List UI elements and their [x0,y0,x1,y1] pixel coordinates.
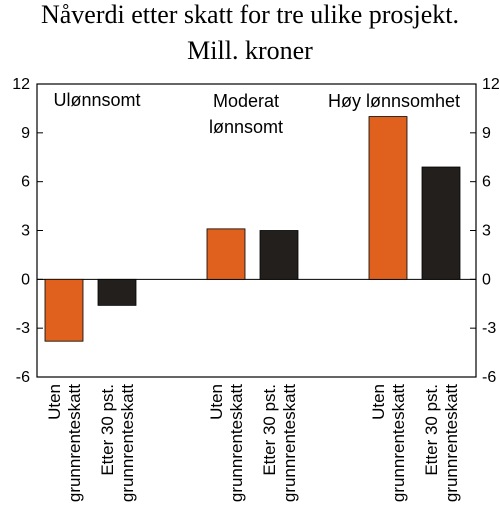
x-category-label: grunnrenteskatt [227,384,246,502]
x-category-label: Etter 30 pst. [260,384,279,476]
bar-uten-grunnrenteskatt [206,228,246,280]
x-category-label: Etter 30 pst. [98,384,117,476]
x-category-label: grunnrenteskatt [442,384,461,502]
y-tick-label-right: 6 [482,174,491,191]
y-tick-label-right: 12 [482,76,500,93]
y-tick-label-left: 3 [21,223,30,240]
chart-title-line-1: Nåverdi etter skatt for tre ulike prosje… [40,0,460,29]
x-category-label: Uten [45,384,64,420]
bar-etter-30-pst-grunnrenteskatt [259,230,299,280]
y-tick-label-left: -6 [16,369,30,386]
group-annotation: Ulønnsomt [53,90,140,110]
y-tick-label-left: 0 [21,271,30,288]
bar-uten-grunnrenteskatt [44,278,84,342]
bar-uten-grunnrenteskatt [368,116,408,280]
bar-etter-30-pst-grunnrenteskatt [97,278,137,306]
y-tick-label-right: -6 [482,369,496,386]
group-annotation: Høy lønnsomhet [328,91,460,111]
y-tick-label-left: -3 [16,320,30,337]
y-tick-label-right: 0 [482,271,491,288]
y-tick-label-left: 9 [21,125,30,142]
x-category-label: grunnrenteskatt [118,384,137,502]
y-tick-label-left: 6 [21,174,30,191]
x-category-label: grunnrenteskatt [65,384,84,502]
x-category-label: Etter 30 pst. [422,384,441,476]
group-annotation: lønnsomt [209,117,283,137]
group-annotation: Moderat [213,91,279,111]
x-category-label: Uten [369,384,388,420]
chart-title-line-2: Mill. kroner [187,36,313,65]
x-category-label: grunnrenteskatt [280,384,299,502]
y-tick-label-right: 9 [482,125,491,142]
y-tick-label-left: 12 [12,76,30,93]
y-tick-label-right: -3 [482,320,496,337]
x-category-label: grunnrenteskatt [389,384,408,502]
x-category-label: Uten [207,384,226,420]
y-tick-label-right: 3 [482,223,491,240]
bar-etter-30-pst-grunnrenteskatt [421,166,461,280]
